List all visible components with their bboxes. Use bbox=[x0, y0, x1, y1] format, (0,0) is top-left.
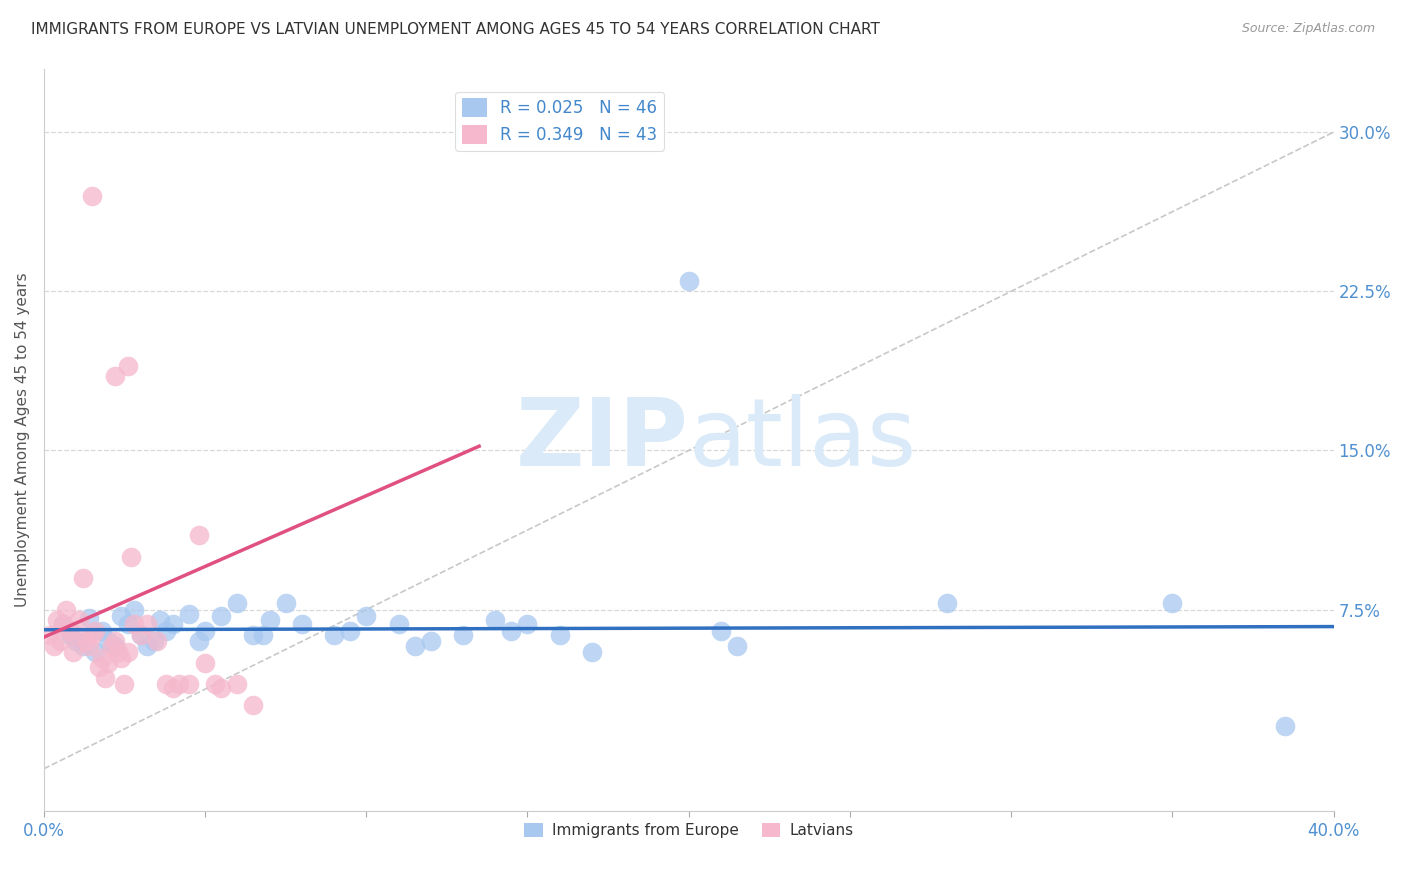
Point bbox=[162, 617, 184, 632]
Point bbox=[501, 624, 523, 638]
Point bbox=[155, 624, 177, 638]
Point bbox=[725, 639, 748, 653]
Point bbox=[117, 359, 139, 373]
Point bbox=[548, 628, 571, 642]
Point bbox=[194, 624, 217, 638]
Point bbox=[104, 634, 127, 648]
Point bbox=[49, 634, 72, 648]
Text: IMMIGRANTS FROM EUROPE VS LATVIAN UNEMPLOYMENT AMONG AGES 45 TO 54 YEARS CORRELA: IMMIGRANTS FROM EUROPE VS LATVIAN UNEMPL… bbox=[31, 22, 880, 37]
Point bbox=[39, 628, 62, 642]
Point bbox=[55, 602, 77, 616]
Point bbox=[42, 639, 65, 653]
Point bbox=[65, 634, 87, 648]
Point bbox=[204, 677, 226, 691]
Point bbox=[678, 274, 700, 288]
Point bbox=[145, 634, 167, 648]
Point bbox=[291, 617, 314, 632]
Point bbox=[100, 639, 122, 653]
Point bbox=[107, 645, 129, 659]
Point bbox=[82, 628, 104, 642]
Point bbox=[67, 613, 90, 627]
Point bbox=[52, 617, 75, 632]
Point bbox=[187, 528, 209, 542]
Point bbox=[339, 624, 361, 638]
Y-axis label: Unemployment Among Ages 45 to 54 years: Unemployment Among Ages 45 to 54 years bbox=[15, 273, 30, 607]
Text: ZIP: ZIP bbox=[516, 394, 689, 486]
Point bbox=[242, 698, 264, 712]
Text: atlas: atlas bbox=[689, 394, 917, 486]
Point bbox=[516, 617, 538, 632]
Point bbox=[110, 609, 132, 624]
Point bbox=[177, 607, 200, 621]
Point bbox=[62, 645, 84, 659]
Point bbox=[451, 628, 474, 642]
Point bbox=[104, 639, 127, 653]
Point bbox=[419, 634, 441, 648]
Point bbox=[87, 660, 110, 674]
Point bbox=[1161, 596, 1184, 610]
Point bbox=[155, 677, 177, 691]
Point bbox=[323, 628, 346, 642]
Point bbox=[114, 677, 136, 691]
Point bbox=[52, 617, 75, 632]
Point bbox=[84, 624, 107, 638]
Point bbox=[194, 656, 217, 670]
Point bbox=[581, 645, 603, 659]
Point bbox=[90, 624, 112, 638]
Point bbox=[84, 645, 107, 659]
Point bbox=[484, 613, 506, 627]
Point bbox=[136, 617, 159, 632]
Point bbox=[117, 617, 139, 632]
Point bbox=[122, 602, 145, 616]
Point bbox=[136, 639, 159, 653]
Point bbox=[117, 645, 139, 659]
Point bbox=[82, 189, 104, 203]
Point bbox=[45, 613, 67, 627]
Point bbox=[209, 609, 232, 624]
Point bbox=[72, 639, 94, 653]
Point bbox=[120, 549, 142, 564]
Point bbox=[122, 617, 145, 632]
Point bbox=[162, 681, 184, 695]
Point bbox=[169, 677, 191, 691]
Point bbox=[242, 628, 264, 642]
Point bbox=[274, 596, 297, 610]
Point bbox=[226, 677, 249, 691]
Point bbox=[75, 634, 97, 648]
Point bbox=[252, 628, 274, 642]
Point bbox=[129, 628, 152, 642]
Point bbox=[90, 651, 112, 665]
Point bbox=[404, 639, 426, 653]
Text: Source: ZipAtlas.com: Source: ZipAtlas.com bbox=[1241, 22, 1375, 36]
Point bbox=[77, 639, 100, 653]
Point bbox=[149, 613, 172, 627]
Point bbox=[935, 596, 957, 610]
Point bbox=[177, 677, 200, 691]
Point bbox=[65, 628, 87, 642]
Point bbox=[59, 628, 82, 642]
Point bbox=[104, 369, 127, 384]
Point bbox=[187, 634, 209, 648]
Legend: Immigrants from Europe, Latvians: Immigrants from Europe, Latvians bbox=[519, 817, 859, 845]
Point bbox=[129, 628, 152, 642]
Point bbox=[59, 624, 82, 638]
Point bbox=[356, 609, 378, 624]
Point bbox=[387, 617, 409, 632]
Point bbox=[94, 671, 117, 685]
Point bbox=[710, 624, 733, 638]
Point bbox=[72, 571, 94, 585]
Point bbox=[97, 634, 120, 648]
Point bbox=[77, 611, 100, 625]
Point bbox=[209, 681, 232, 695]
Point bbox=[142, 634, 165, 648]
Point bbox=[259, 613, 281, 627]
Point bbox=[1274, 719, 1296, 733]
Point bbox=[110, 651, 132, 665]
Point bbox=[97, 656, 120, 670]
Point bbox=[226, 596, 249, 610]
